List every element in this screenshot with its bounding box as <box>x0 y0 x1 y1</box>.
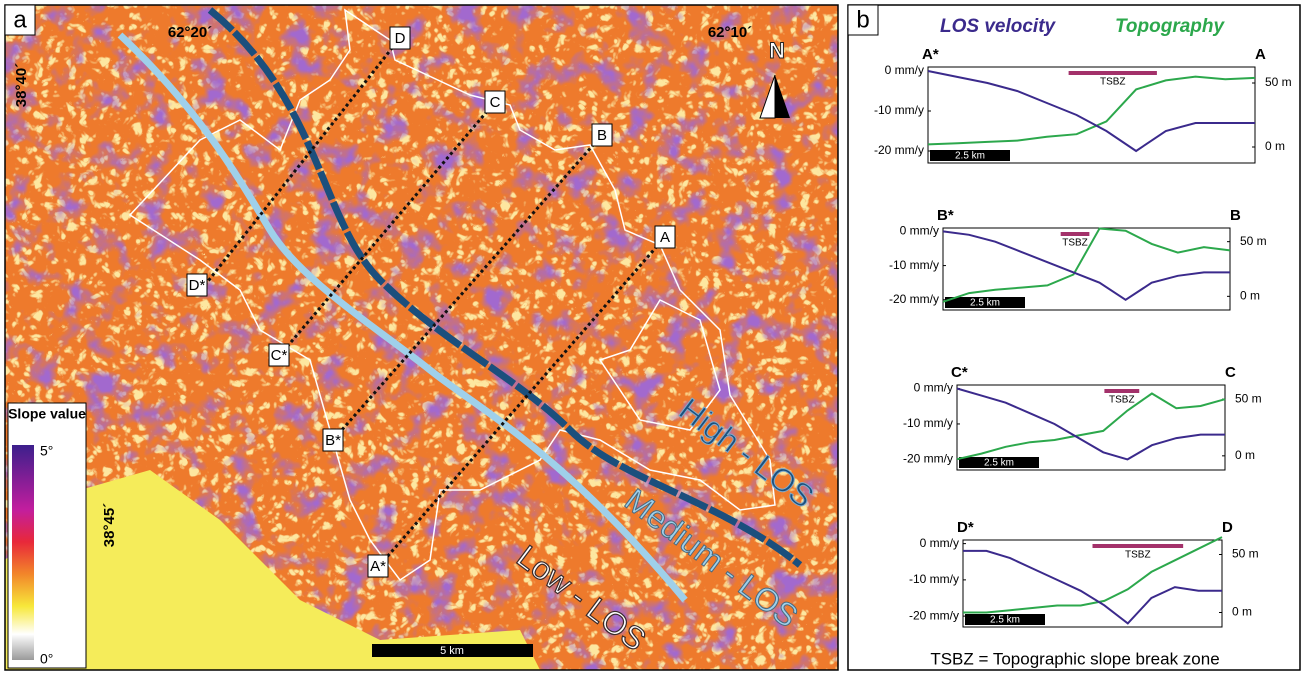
panel-label: a <box>13 6 27 33</box>
y2-tick-label: 50 m <box>1240 234 1267 248</box>
profile-end: B <box>1230 207 1241 224</box>
profile-marker: C* <box>271 347 288 364</box>
legend-min: 0° <box>40 651 53 667</box>
profile-marker: B <box>597 127 607 144</box>
scale-label: 2.5 km <box>955 151 985 162</box>
tsbz-bar <box>1061 232 1090 236</box>
profile-marker: B* <box>325 432 341 449</box>
tsbz-label: TSBZ <box>1100 77 1126 88</box>
profile-end: C <box>1225 364 1236 381</box>
coordinate: 62°10´ <box>708 24 752 41</box>
profile-start: B* <box>937 207 954 224</box>
figure: a 62°20´ 62°10´ 38°40´ 38°45´ N D C B A D* C*… <box>0 0 1306 675</box>
north-label: N <box>769 38 785 63</box>
tsbz-label: TSBZ <box>1125 550 1151 561</box>
tsbz-bar <box>1104 389 1139 393</box>
tsbz-label: TSBZ <box>1062 238 1088 249</box>
tsbz-bar <box>1069 71 1157 75</box>
y-tick-label: 0 mm/y <box>914 381 953 395</box>
scale-label: 2.5 km <box>970 298 1000 309</box>
y-tick-label: 0 mm/y <box>885 63 924 77</box>
profile-marker: A* <box>370 558 386 575</box>
scale-label: 2.5 km <box>990 615 1020 626</box>
y-tick-label: -10 mm/y <box>909 572 959 586</box>
footnote: TSBZ = Topographic slope break zone <box>930 649 1219 668</box>
y2-tick-label: 0 m <box>1240 289 1260 303</box>
legend-item: Topography <box>1115 16 1225 37</box>
legend-max: 5° <box>40 443 53 459</box>
scale-label: 2.5 km <box>984 458 1014 469</box>
profile-end: D <box>1222 519 1233 536</box>
y-tick-label: -10 mm/y <box>889 258 939 272</box>
y2-tick-label: 0 m <box>1235 448 1255 462</box>
y-tick-label: -20 mm/y <box>903 452 953 466</box>
coordinate: 62°20´ <box>168 24 212 41</box>
y2-tick-label: 0 m <box>1265 139 1285 153</box>
slope-legend: Slope value 5° 0° <box>8 403 86 668</box>
y-tick-label: 0 mm/y <box>900 224 939 238</box>
y-tick-label: -20 mm/y <box>874 143 924 157</box>
coordinate: 38°45´ <box>101 503 118 547</box>
scale-label: 5 km <box>440 645 464 657</box>
profile-marker: D <box>395 30 406 47</box>
coordinate: 38°40´ <box>13 63 30 107</box>
profile-marker: D* <box>189 277 206 294</box>
y2-tick-label: 50 m <box>1232 547 1259 561</box>
panel-label: b <box>856 6 869 33</box>
profile-marker: A <box>660 229 670 246</box>
y2-tick-label: 50 m <box>1235 391 1262 405</box>
y-tick-label: -20 mm/y <box>909 608 959 622</box>
y-tick-label: -10 mm/y <box>874 103 924 117</box>
legend-title: Slope value <box>8 406 86 422</box>
y-tick-label: -10 mm/y <box>903 416 953 430</box>
y2-tick-label: 0 m <box>1232 605 1252 619</box>
profile-start: A* <box>922 46 939 63</box>
tsbz-label: TSBZ <box>1109 395 1135 406</box>
y-tick-label: -20 mm/y <box>889 292 939 306</box>
profile-marker: C <box>490 94 501 111</box>
tsbz-bar <box>1093 544 1184 548</box>
profile-start: C* <box>951 364 968 381</box>
profile-end: A <box>1255 46 1266 63</box>
y2-tick-label: 50 m <box>1265 75 1292 89</box>
profile-start: D* <box>957 519 974 536</box>
y-tick-label: 0 mm/y <box>920 536 959 550</box>
legend-item: LOS velocity <box>940 16 1057 37</box>
